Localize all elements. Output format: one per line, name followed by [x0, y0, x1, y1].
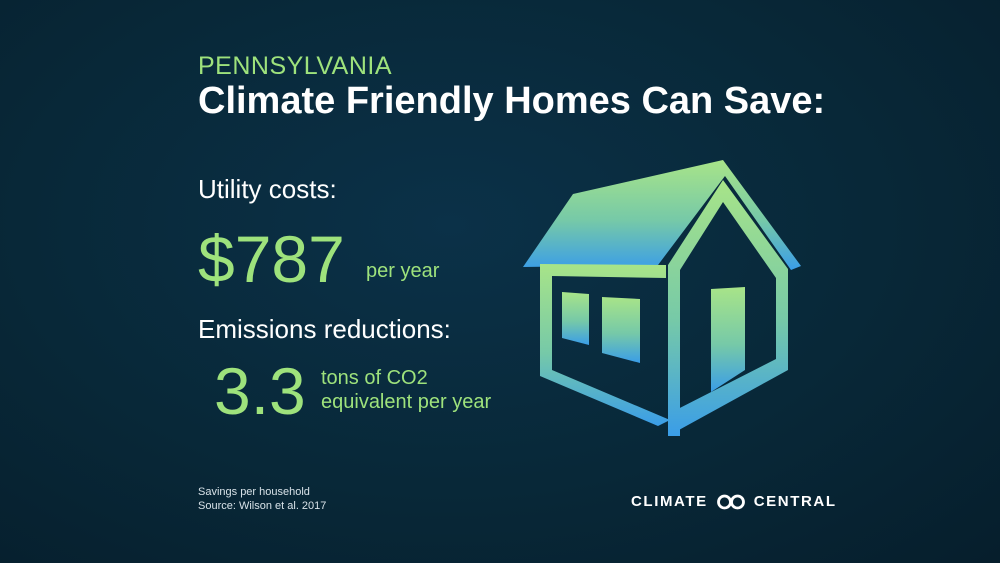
- house-icon: [523, 160, 801, 436]
- state-kicker: PENNSYLVANIA: [198, 52, 393, 80]
- page-title: Climate Friendly Homes Can Save:: [198, 80, 826, 122]
- utility-costs-value: $787: [198, 222, 345, 296]
- emissions-unit-line-1: tons of CO2: [321, 367, 428, 389]
- emissions-unit: tons of CO2 equivalent per year: [321, 366, 541, 414]
- emissions-label: Emissions reductions:: [198, 314, 451, 344]
- logo-word-climate: CLIMATE: [631, 493, 708, 510]
- utility-costs-unit: per year: [366, 260, 440, 282]
- emissions-unit-line-2: equivalent per year: [321, 391, 492, 413]
- footnote-source: Source: Wilson et al. 2017: [198, 500, 327, 512]
- footnote-savings: Savings per household: [198, 486, 310, 498]
- climate-central-logo: CLIMATE CENTRAL: [631, 493, 837, 510]
- emissions-value: 3.3: [214, 354, 306, 428]
- utility-costs-label: Utility costs:: [198, 174, 337, 204]
- logo-word-central: CENTRAL: [753, 493, 837, 510]
- climate-central-logo-icon: [716, 494, 745, 509]
